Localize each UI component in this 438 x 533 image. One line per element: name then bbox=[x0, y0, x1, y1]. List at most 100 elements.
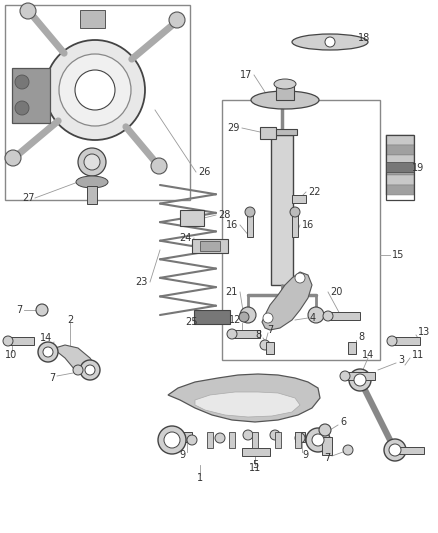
Text: 27: 27 bbox=[22, 193, 35, 203]
Bar bbox=[276, 84, 294, 100]
Bar bbox=[180, 210, 204, 226]
Bar bbox=[252, 432, 258, 448]
Circle shape bbox=[343, 445, 353, 455]
Circle shape bbox=[75, 70, 115, 110]
Bar bbox=[267, 129, 297, 135]
Text: 8: 8 bbox=[256, 330, 262, 340]
Bar bbox=[295, 432, 301, 448]
Text: 16: 16 bbox=[302, 220, 314, 230]
Circle shape bbox=[319, 424, 331, 436]
Bar bbox=[275, 432, 281, 448]
Bar bbox=[386, 185, 414, 195]
Bar bbox=[386, 175, 414, 185]
Circle shape bbox=[38, 342, 58, 362]
Text: 23: 23 bbox=[136, 277, 148, 287]
Text: 15: 15 bbox=[392, 250, 404, 260]
Circle shape bbox=[15, 101, 29, 115]
Bar bbox=[266, 342, 274, 354]
Polygon shape bbox=[262, 272, 312, 330]
Text: 7: 7 bbox=[49, 373, 55, 383]
Text: 8: 8 bbox=[358, 332, 364, 342]
Circle shape bbox=[240, 307, 256, 323]
Text: 18: 18 bbox=[358, 33, 370, 43]
Bar bbox=[386, 165, 414, 175]
Text: 9: 9 bbox=[179, 450, 185, 460]
Circle shape bbox=[243, 430, 253, 440]
Circle shape bbox=[354, 374, 366, 386]
Circle shape bbox=[151, 158, 167, 174]
Circle shape bbox=[260, 340, 270, 350]
Circle shape bbox=[73, 365, 83, 375]
Text: 4: 4 bbox=[310, 313, 316, 323]
Bar bbox=[260, 127, 276, 139]
Circle shape bbox=[215, 433, 225, 443]
Circle shape bbox=[158, 426, 186, 454]
Circle shape bbox=[59, 54, 131, 126]
Circle shape bbox=[45, 40, 145, 140]
Circle shape bbox=[308, 307, 324, 323]
Circle shape bbox=[349, 369, 371, 391]
Circle shape bbox=[84, 154, 100, 170]
Ellipse shape bbox=[251, 91, 319, 109]
Circle shape bbox=[36, 304, 48, 316]
Text: 1: 1 bbox=[197, 473, 203, 483]
Text: 12: 12 bbox=[229, 315, 241, 325]
Text: 20: 20 bbox=[330, 287, 343, 297]
Text: 9: 9 bbox=[302, 450, 308, 460]
Text: 7: 7 bbox=[16, 305, 22, 315]
Circle shape bbox=[306, 428, 330, 452]
Text: 22: 22 bbox=[308, 187, 321, 197]
Circle shape bbox=[187, 435, 197, 445]
Bar bbox=[192, 239, 228, 253]
Text: 7: 7 bbox=[324, 453, 330, 463]
Bar bbox=[222, 100, 380, 360]
Bar bbox=[232, 330, 260, 338]
Bar bbox=[8, 337, 34, 345]
Text: 11: 11 bbox=[412, 350, 424, 360]
Circle shape bbox=[85, 365, 95, 375]
Text: 2: 2 bbox=[67, 315, 73, 325]
Circle shape bbox=[164, 432, 180, 448]
Bar bbox=[194, 310, 230, 324]
Circle shape bbox=[340, 371, 350, 381]
Circle shape bbox=[20, 3, 36, 19]
Bar bbox=[271, 135, 293, 285]
Circle shape bbox=[169, 12, 185, 28]
Bar bbox=[386, 135, 414, 200]
Bar bbox=[242, 448, 270, 456]
Circle shape bbox=[80, 360, 100, 380]
Circle shape bbox=[239, 312, 249, 322]
Circle shape bbox=[389, 444, 401, 456]
Bar bbox=[322, 437, 332, 455]
Circle shape bbox=[78, 148, 106, 176]
Bar bbox=[247, 212, 253, 237]
Text: 3: 3 bbox=[398, 355, 404, 365]
Text: 7: 7 bbox=[267, 325, 273, 335]
Bar bbox=[292, 195, 306, 203]
Bar bbox=[200, 241, 220, 251]
Text: 14: 14 bbox=[362, 350, 374, 360]
Bar bbox=[398, 447, 424, 454]
Circle shape bbox=[43, 347, 53, 357]
Circle shape bbox=[387, 336, 397, 346]
Ellipse shape bbox=[274, 79, 296, 89]
Text: 14: 14 bbox=[40, 333, 52, 343]
Circle shape bbox=[295, 433, 305, 443]
Bar bbox=[292, 212, 298, 237]
Polygon shape bbox=[195, 392, 300, 417]
Bar bbox=[229, 432, 235, 448]
Text: 29: 29 bbox=[228, 123, 240, 133]
Text: 13: 13 bbox=[418, 327, 430, 337]
Text: 10: 10 bbox=[5, 350, 17, 360]
Polygon shape bbox=[48, 345, 95, 375]
Text: 25: 25 bbox=[186, 317, 198, 327]
Bar bbox=[5, 5, 190, 200]
Text: 19: 19 bbox=[412, 163, 424, 173]
Text: 21: 21 bbox=[226, 287, 238, 297]
Bar bbox=[386, 162, 414, 172]
Circle shape bbox=[5, 150, 21, 166]
Text: 5: 5 bbox=[252, 460, 258, 470]
Circle shape bbox=[325, 37, 335, 47]
Circle shape bbox=[290, 207, 300, 217]
Bar bbox=[348, 342, 356, 354]
